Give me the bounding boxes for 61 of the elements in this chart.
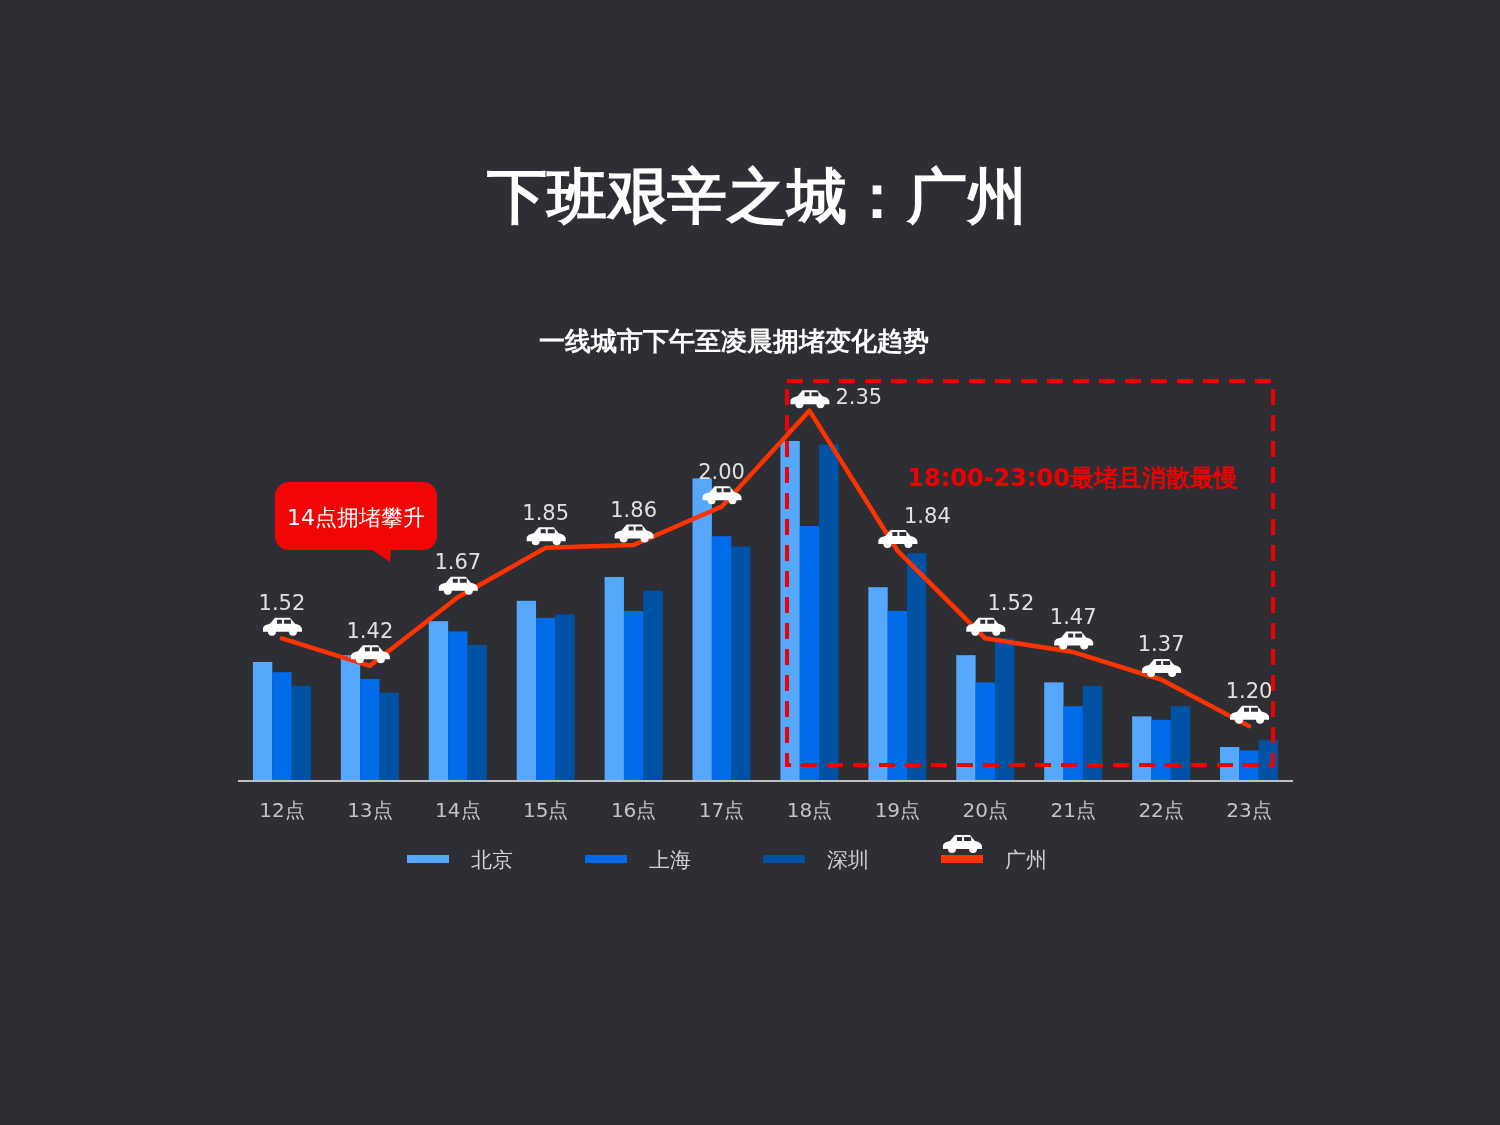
x-tick-label: 23点 <box>1226 798 1272 822</box>
bar <box>272 672 292 781</box>
data-label: 1.67 <box>434 550 482 575</box>
x-tick-label: 17点 <box>698 798 745 822</box>
bar <box>907 553 927 781</box>
data-label: 1.42 <box>346 618 394 643</box>
data-label: 1.52 <box>987 591 1035 616</box>
legend-label: 广州 <box>1005 848 1047 872</box>
data-label: 1.52 <box>258 591 306 616</box>
chart-title: 下班艰辛之城：广州 <box>487 161 1027 231</box>
data-label: 1.85 <box>522 500 570 525</box>
chart-subtitle: 一线城市下午至凌晨拥堵变化趋势 <box>539 326 929 356</box>
bar <box>516 600 537 781</box>
x-tick-label: 20点 <box>962 798 1009 822</box>
x-tick-label: 19点 <box>874 798 921 822</box>
bar <box>799 526 820 781</box>
bar <box>1063 706 1083 781</box>
data-label: 1.86 <box>610 498 658 523</box>
data-label: 2.35 <box>835 384 883 409</box>
x-tick-label: 12点 <box>259 798 305 822</box>
data-label: 2.00 <box>698 459 745 484</box>
annotation: 18:00-23:00最堵且消散最慢 <box>907 464 1238 492</box>
data-label: 1.47 <box>1049 605 1097 630</box>
bar <box>731 546 751 781</box>
x-tick-label: 14点 <box>435 798 481 822</box>
bar <box>555 614 575 781</box>
bar <box>1132 716 1152 781</box>
bar <box>819 444 839 781</box>
bar <box>975 682 995 781</box>
bar <box>623 611 644 781</box>
bar <box>1044 682 1064 781</box>
bar <box>1082 685 1103 781</box>
bar <box>956 655 976 781</box>
x-tick-label: 18点 <box>786 798 833 822</box>
bar <box>360 679 380 781</box>
bar <box>1151 719 1171 781</box>
bar <box>379 692 399 781</box>
bar <box>887 611 908 781</box>
bar <box>291 685 311 781</box>
bar <box>252 662 273 781</box>
bar <box>643 590 663 781</box>
bar <box>604 577 624 781</box>
bar <box>711 536 732 781</box>
annotation: 14点拥堵攀升 <box>287 505 425 530</box>
x-tick-label: 21点 <box>1050 798 1096 822</box>
data-label: 1.20 <box>1225 679 1273 704</box>
legend-label: 上海 <box>649 848 691 872</box>
x-tick-label: 13点 <box>347 798 393 822</box>
bar <box>868 587 888 781</box>
data-label: 1.84 <box>903 503 951 528</box>
x-tick-label: 16点 <box>610 798 657 822</box>
x-tick-label: 15点 <box>522 798 569 822</box>
bar <box>448 631 468 781</box>
data-label: 1.37 <box>1137 632 1185 657</box>
bar <box>428 621 449 781</box>
bar <box>1170 706 1191 781</box>
bar <box>536 617 556 781</box>
bar <box>467 645 487 781</box>
x-tick-label: 22点 <box>1138 798 1184 822</box>
legend-label: 深圳 <box>827 848 869 872</box>
legend-label: 北京 <box>471 848 513 872</box>
